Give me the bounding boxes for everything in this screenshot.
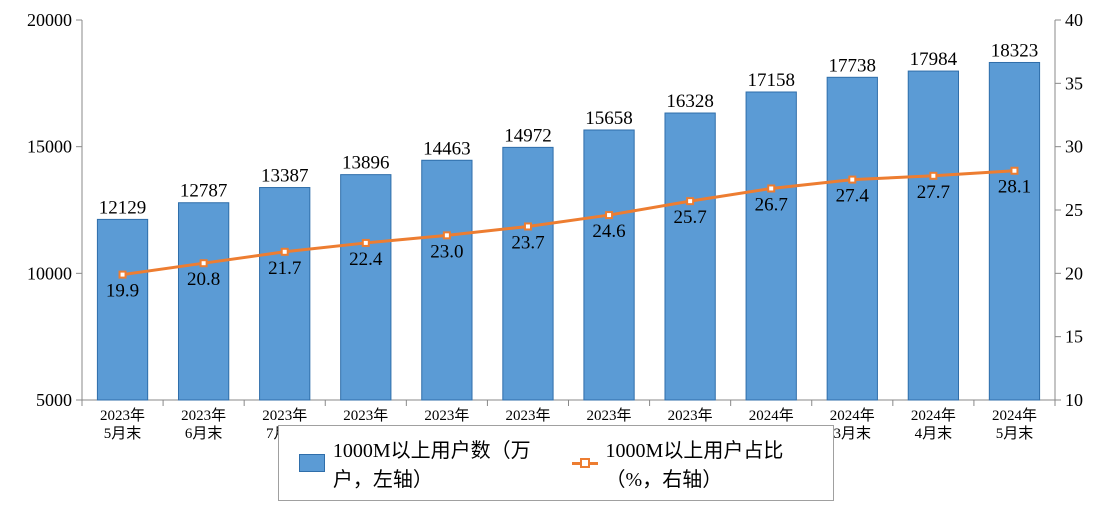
svg-text:5月末: 5月末 [104, 425, 142, 442]
svg-text:4月末: 4月末 [915, 425, 953, 442]
svg-text:18323: 18323 [991, 40, 1039, 61]
legend-line-label: 1000M以上用户占比（%，右轴） [606, 434, 813, 492]
svg-text:40: 40 [1065, 10, 1083, 30]
svg-text:17738: 17738 [829, 55, 877, 76]
svg-text:16328: 16328 [666, 91, 714, 112]
svg-text:2023年: 2023年 [262, 407, 307, 424]
svg-text:2023年: 2023年 [587, 407, 632, 424]
legend-bar-label: 1000M以上用户数（万户，左轴） [333, 434, 542, 492]
svg-text:10: 10 [1065, 390, 1083, 410]
legend-line-swatch [572, 454, 597, 472]
svg-text:15000: 15000 [27, 137, 72, 157]
legend-bar-swatch [299, 454, 325, 472]
svg-text:23.0: 23.0 [430, 241, 463, 262]
svg-text:2023年: 2023年 [343, 407, 388, 424]
svg-text:17984: 17984 [910, 49, 958, 70]
svg-text:2024年: 2024年 [911, 407, 956, 424]
legend-item-line: 1000M以上用户占比（%，右轴） [572, 434, 813, 492]
svg-text:20000: 20000 [27, 10, 72, 30]
svg-text:17158: 17158 [747, 70, 795, 91]
svg-text:2024年: 2024年 [830, 407, 875, 424]
svg-text:15: 15 [1065, 327, 1083, 347]
legend-line-marker [580, 458, 590, 468]
svg-text:35: 35 [1065, 73, 1083, 93]
svg-text:15658: 15658 [585, 108, 633, 129]
svg-text:2024年: 2024年 [749, 407, 794, 424]
svg-text:5月末: 5月末 [996, 425, 1034, 442]
svg-text:6月末: 6月末 [185, 425, 223, 442]
svg-text:2023年: 2023年 [100, 407, 145, 424]
svg-text:3月末: 3月末 [834, 425, 872, 442]
svg-text:2023年: 2023年 [424, 407, 469, 424]
combo-chart: 5000100001500020000101520253035402023年5月… [0, 0, 1112, 511]
svg-text:23.7: 23.7 [511, 232, 544, 253]
svg-text:30: 30 [1065, 137, 1083, 157]
svg-text:2024年: 2024年 [992, 407, 1037, 424]
svg-text:2023年: 2023年 [505, 407, 550, 424]
svg-text:26.7: 26.7 [755, 194, 788, 215]
svg-text:28.1: 28.1 [998, 177, 1031, 198]
svg-text:14463: 14463 [423, 138, 471, 159]
svg-text:20: 20 [1065, 263, 1083, 283]
svg-text:12787: 12787 [180, 181, 228, 202]
svg-text:14972: 14972 [504, 125, 552, 146]
svg-text:5000: 5000 [36, 390, 72, 410]
legend: 1000M以上用户数（万户，左轴） 1000M以上用户占比（%，右轴） [278, 425, 834, 501]
svg-text:19.9: 19.9 [106, 281, 139, 302]
svg-text:27.7: 27.7 [917, 182, 950, 203]
svg-text:13387: 13387 [261, 166, 309, 187]
svg-text:2023年: 2023年 [668, 407, 713, 424]
svg-text:2023年: 2023年 [181, 407, 226, 424]
legend-item-bar: 1000M以上用户数（万户，左轴） [299, 434, 542, 492]
svg-text:21.7: 21.7 [268, 258, 301, 279]
svg-text:25: 25 [1065, 200, 1083, 220]
svg-text:24.6: 24.6 [592, 221, 625, 242]
svg-text:13896: 13896 [342, 153, 390, 174]
svg-text:22.4: 22.4 [349, 249, 383, 270]
svg-text:12129: 12129 [99, 197, 147, 218]
svg-text:10000: 10000 [27, 263, 72, 283]
svg-text:27.4: 27.4 [836, 186, 870, 207]
svg-text:25.7: 25.7 [674, 207, 707, 228]
svg-text:20.8: 20.8 [187, 269, 220, 290]
